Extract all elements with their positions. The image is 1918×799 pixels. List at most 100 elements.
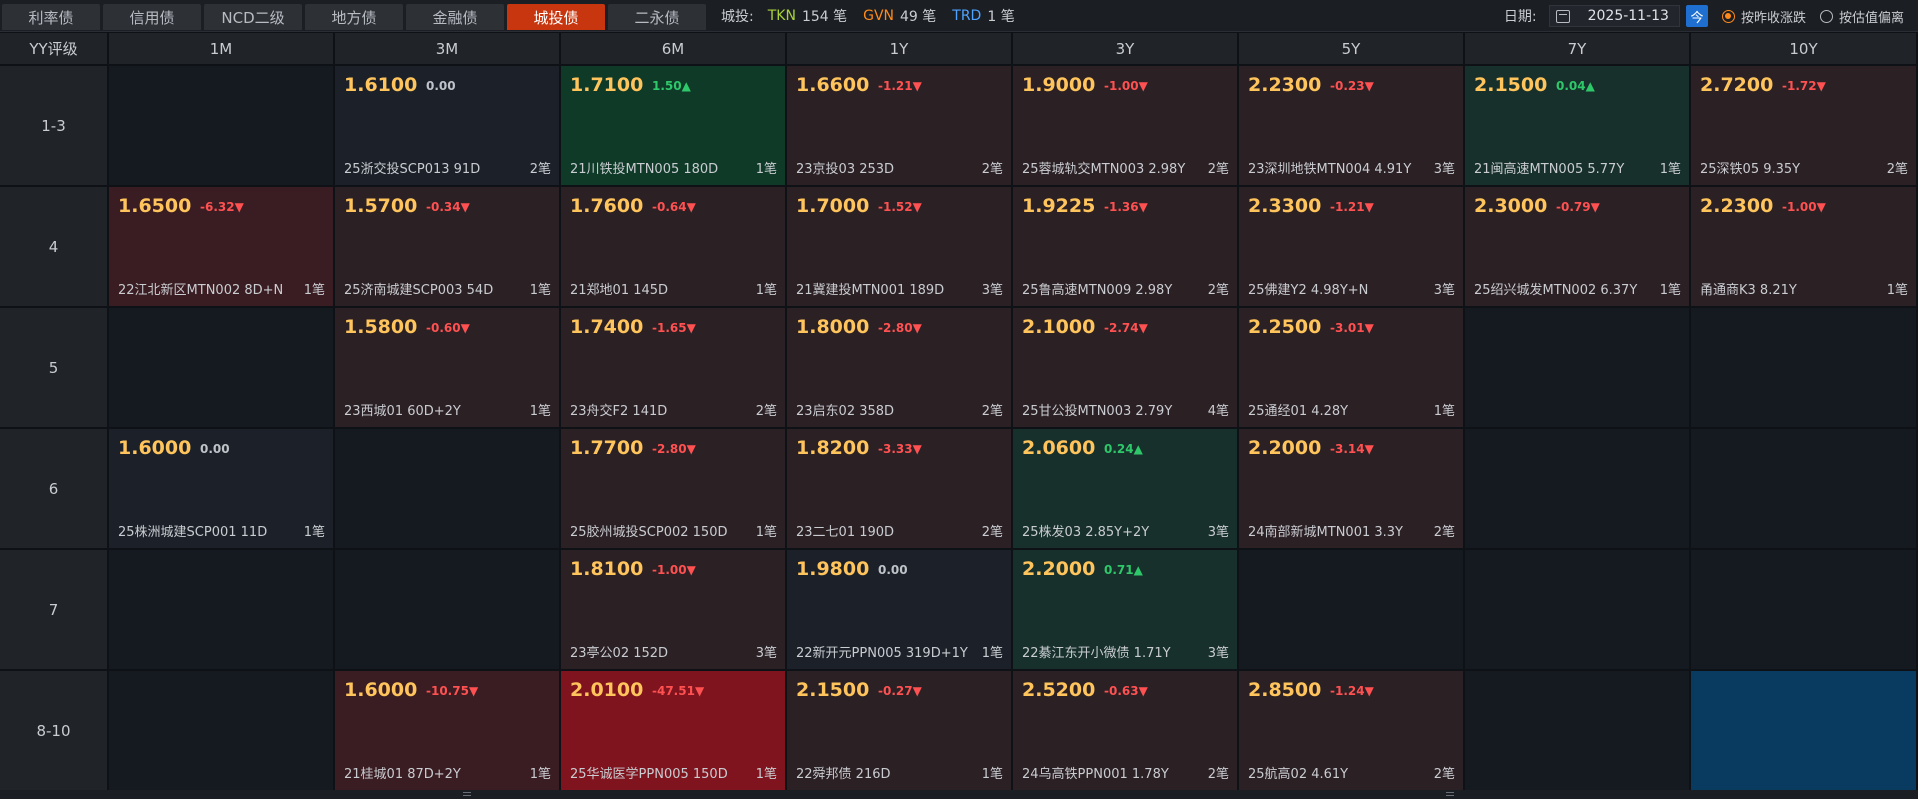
- quote-cell[interactable]: 2.2300 -0.23▼ 23深圳地铁MTN004 4.91Y 3笔: [1239, 66, 1465, 187]
- quote-cell[interactable]: 1.6000 0.00 25株洲城建SCP001 11D 1笔: [109, 429, 335, 550]
- quote-cell[interactable]: 1.8100 -1.00▼ 23亭公02 152D 3笔: [561, 550, 787, 671]
- quote-cell[interactable]: 1.6500 -6.32▼ 22江北新区MTN002 8D+N 1笔: [109, 187, 335, 308]
- radio-prev-close-label: 按昨收涨跌: [1740, 10, 1806, 26]
- empty-cell[interactable]: [1691, 671, 1918, 792]
- calendar-icon[interactable]: [1555, 9, 1570, 23]
- tab-0[interactable]: 利率债: [2, 4, 100, 30]
- column-header[interactable]: 10Y: [1691, 33, 1918, 66]
- tab-4[interactable]: 金融债: [406, 4, 504, 30]
- column-header[interactable]: 1M: [109, 33, 335, 66]
- quote-change: -1.65▼: [652, 321, 696, 335]
- column-header[interactable]: 1Y: [787, 33, 1013, 66]
- trade-count: 1笔: [529, 283, 551, 298]
- bond-name: 23舟交F2 141D: [570, 404, 668, 419]
- bond-name: 23京投03 253D: [796, 162, 895, 177]
- quote-cell[interactable]: 1.7600 -0.64▼ 21郑地01 145D 1笔: [561, 187, 787, 308]
- rating-label: 4: [0, 187, 109, 308]
- quote-cell[interactable]: 2.0100 -47.51▼ 25华诚医学PPN005 150D 1笔: [561, 671, 787, 792]
- quote-change: -3.33▼: [878, 442, 922, 456]
- radio-unselected-icon[interactable]: [1819, 9, 1833, 23]
- today-button[interactable]: 今: [1685, 5, 1708, 27]
- quote-change: -0.79▼: [1556, 200, 1600, 214]
- quote-cell[interactable]: 1.5700 -0.34▼ 25济南城建SCP003 54D 1笔: [335, 187, 561, 308]
- quote-price: 2.8500: [1248, 679, 1322, 701]
- empty-cell[interactable]: [109, 308, 335, 429]
- radio-valuation[interactable]: 按估值偏离: [1819, 7, 1904, 26]
- tab-1[interactable]: 信用债: [103, 4, 201, 30]
- quote-cell[interactable]: 2.1000 -2.74▼ 25甘公投MTN003 2.79Y 4笔: [1013, 308, 1239, 429]
- quote-cell[interactable]: 2.1500 0.04▲ 21闽高速MTN005 5.77Y 1笔: [1465, 66, 1691, 187]
- date-picker[interactable]: 2025-11-13: [1548, 5, 1680, 27]
- quote-cell[interactable]: 2.7200 -1.72▼ 25深铁05 9.35Y 2笔: [1691, 66, 1918, 187]
- quote-cell[interactable]: 2.2300 -1.00▼ 甬通商K3 8.21Y 1笔: [1691, 187, 1918, 308]
- bond-name: 23西城01 60D+2Y: [344, 404, 461, 419]
- empty-cell[interactable]: [1239, 550, 1465, 671]
- quote-cell[interactable]: 1.9225 -1.36▼ 25鲁高速MTN009 2.98Y 2笔: [1013, 187, 1239, 308]
- quote-cell[interactable]: 1.8200 -3.33▼ 23二七01 190D 2笔: [787, 429, 1013, 550]
- quote-cell[interactable]: 2.2000 -3.14▼ 24南部新城MTN001 3.3Y 2笔: [1239, 429, 1465, 550]
- empty-cell[interactable]: [109, 66, 335, 187]
- quote-cell[interactable]: 1.6100 0.00 25浙交投SCP013 91D 2笔: [335, 66, 561, 187]
- quote-change: -0.64▼: [652, 200, 696, 214]
- quote-cell[interactable]: 1.9800 0.00 22新开元PPN005 319D+1Y 1笔: [787, 550, 1013, 671]
- quote-price: 2.3000: [1474, 195, 1548, 217]
- date-value[interactable]: 2025-11-13: [1587, 8, 1669, 24]
- column-header[interactable]: 6M: [561, 33, 787, 66]
- empty-cell[interactable]: [1465, 671, 1691, 792]
- empty-cell[interactable]: [1465, 429, 1691, 550]
- empty-cell[interactable]: [1691, 429, 1918, 550]
- quote-change: -2.80▼: [878, 321, 922, 335]
- trade-count: 2笔: [981, 162, 1003, 177]
- column-header[interactable]: 5Y: [1239, 33, 1465, 66]
- tab-2[interactable]: NCD二级: [204, 4, 302, 30]
- tab-6[interactable]: 二永债: [608, 4, 706, 30]
- resize-grip-icon[interactable]: [463, 792, 471, 796]
- quote-change: 1.50▲: [652, 79, 691, 93]
- column-header[interactable]: 7Y: [1465, 33, 1691, 66]
- quote-cell[interactable]: 1.5800 -0.60▼ 23西城01 60D+2Y 1笔: [335, 308, 561, 429]
- tab-5[interactable]: 城投债: [507, 4, 605, 30]
- trade-count: 1笔: [529, 404, 551, 419]
- quote-cell[interactable]: 1.7000 -1.52▼ 21冀建投MTN001 189D 3笔: [787, 187, 1013, 308]
- empty-cell[interactable]: [109, 671, 335, 792]
- quote-cell[interactable]: 2.2500 -3.01▼ 25通经01 4.28Y 1笔: [1239, 308, 1465, 429]
- rating-row: 1-3 1.6100 0.00 25浙交投SCP013 91D 2笔 1.7100 1.50…: [0, 66, 1918, 187]
- quote-cell[interactable]: 2.5200 -0.63▼ 24乌高铁PPN001 1.78Y 2笔: [1013, 671, 1239, 792]
- quote-change: -0.23▼: [1330, 79, 1374, 93]
- quote-cell[interactable]: 1.7700 -2.80▼ 25胶州城投SCP002 150D 1笔: [561, 429, 787, 550]
- quote-cell[interactable]: 1.9000 -1.00▼ 25蓉城轨交MTN003 2.98Y 2笔: [1013, 66, 1239, 187]
- empty-cell[interactable]: [1465, 550, 1691, 671]
- quote-change: -1.21▼: [1330, 200, 1374, 214]
- quote-cell[interactable]: 2.3300 -1.21▼ 25佛建Y2 4.98Y+N 3笔: [1239, 187, 1465, 308]
- rating-row: 8-10 1.6000 -10.75▼ 21桂城01 87D+2Y 1笔 2.0100 -4…: [0, 671, 1918, 792]
- quote-change: 0.00: [878, 563, 908, 577]
- resize-grip-icon[interactable]: [1446, 792, 1454, 796]
- quote-cell[interactable]: 1.6000 -10.75▼ 21桂城01 87D+2Y 1笔: [335, 671, 561, 792]
- empty-cell[interactable]: [335, 429, 561, 550]
- radio-selected-icon[interactable]: [1721, 9, 1735, 23]
- quote-cell[interactable]: 2.2000 0.71▲ 22綦江东开小微债 1.71Y 3笔: [1013, 550, 1239, 671]
- quote-cell[interactable]: 1.8000 -2.80▼ 23启东02 358D 2笔: [787, 308, 1013, 429]
- empty-cell[interactable]: [1691, 308, 1918, 429]
- quote-cell[interactable]: 1.6600 -1.21▼ 23京投03 253D 2笔: [787, 66, 1013, 187]
- empty-cell[interactable]: [109, 550, 335, 671]
- empty-cell[interactable]: [1465, 308, 1691, 429]
- quote-cell[interactable]: 2.1500 -0.27▼ 22舜邦债 216D 1笔: [787, 671, 1013, 792]
- quote-price: 1.8100: [570, 558, 644, 580]
- trade-count: 1笔: [303, 283, 325, 298]
- quote-cell[interactable]: 2.8500 -1.24▼ 25航高02 4.61Y 2笔: [1239, 671, 1465, 792]
- empty-cell[interactable]: [1691, 550, 1918, 671]
- quote-cell[interactable]: 2.3000 -0.79▼ 25绍兴城发MTN002 6.37Y 1笔: [1465, 187, 1691, 308]
- radio-prev-close[interactable]: 按昨收涨跌: [1721, 7, 1806, 26]
- quote-cell[interactable]: 1.7400 -1.65▼ 23舟交F2 141D 2笔: [561, 308, 787, 429]
- tab-3[interactable]: 地方债: [305, 4, 403, 30]
- empty-cell[interactable]: [335, 550, 561, 671]
- quote-cell[interactable]: 2.0600 0.24▲ 25株发03 2.85Y+2Y 3笔: [1013, 429, 1239, 550]
- column-header[interactable]: 3M: [335, 33, 561, 66]
- bond-name: 23启东02 358D: [796, 404, 895, 419]
- trade-count: 1笔: [981, 646, 1003, 661]
- quote-price: 2.2000: [1248, 437, 1322, 459]
- quote-cell[interactable]: 1.7100 1.50▲ 21川铁投MTN005 180D 1笔: [561, 66, 787, 187]
- column-header[interactable]: 3Y: [1013, 33, 1239, 66]
- top-bar: 利率债 信用债 NCD二级 地方债 金融债 城投债 二永债 城投: TKN 154 笔 GV…: [0, 0, 1918, 32]
